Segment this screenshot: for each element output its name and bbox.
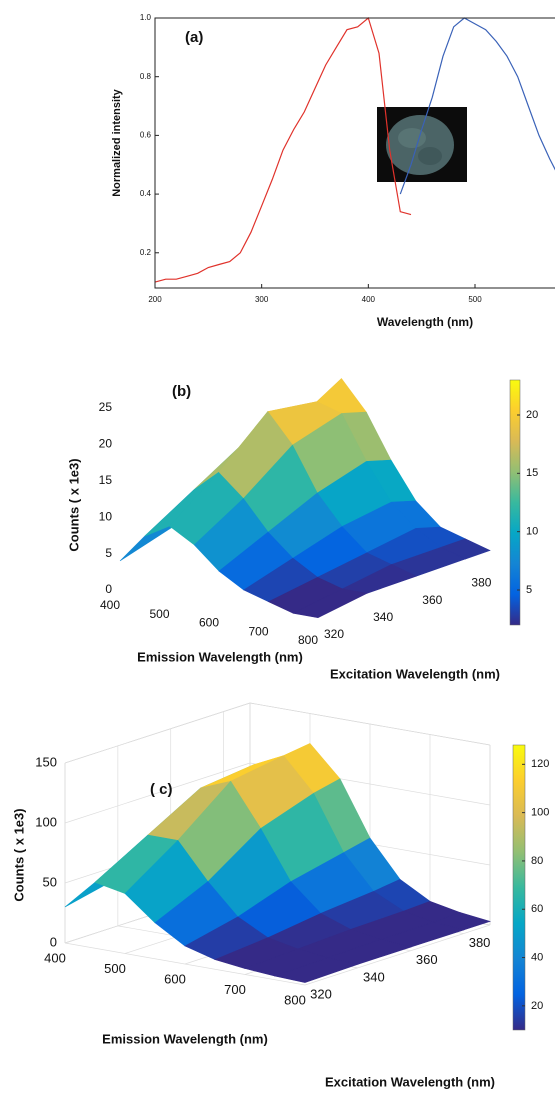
chart-title: ( c)	[150, 781, 173, 798]
grid-line	[304, 924, 491, 986]
colorbar-tick-label: 60	[531, 903, 543, 915]
x-axis-label: Emission Wavelength (nm)	[102, 1031, 268, 1046]
x-tick-label: 700	[224, 982, 246, 997]
x-tick-label: 500	[104, 961, 126, 976]
z-tick-label: 150	[35, 754, 57, 769]
z-axis-label: Counts ( x 1e3)	[11, 808, 26, 901]
colorbar-tick-label: 100	[531, 807, 549, 819]
surface-cell	[273, 957, 360, 983]
y-axis-label: Excitation Wavelength (nm)	[325, 1074, 495, 1089]
x-tick-label: 400	[44, 950, 66, 965]
z-tick-label: 20	[99, 437, 113, 451]
z-axis-label: Counts ( x 1e3)	[66, 458, 81, 551]
z-tick-label: 15	[99, 473, 113, 487]
y-tick-label: 380	[469, 935, 491, 950]
chart-title: (a)	[185, 29, 203, 46]
y-axis-label: Normalized intensity	[111, 88, 123, 196]
y-tick-label: 340	[363, 969, 385, 984]
chart-title: (b)	[172, 383, 191, 400]
series-line	[154, 16, 412, 283]
y-tick-label: 360	[416, 952, 438, 967]
x-tick-label: 700	[248, 624, 268, 638]
colorbar	[512, 744, 526, 1031]
x-axis-label: Emission Wavelength (nm)	[137, 649, 303, 664]
colorbar	[509, 379, 521, 626]
x-tick-label: 300	[255, 295, 269, 304]
colorbar-tick-label: 20	[531, 1000, 543, 1012]
colorbar-tick-label: 5	[526, 584, 532, 596]
z-tick-label: 50	[43, 874, 57, 889]
x-tick-label: 800	[284, 992, 306, 1007]
colorbar-tick-label: 40	[531, 951, 543, 963]
y-axis-label: Excitation Wavelength (nm)	[330, 666, 500, 681]
x-tick-label: 400	[362, 295, 376, 304]
grid-line	[64, 762, 251, 824]
colorbar-tick-label: 80	[531, 855, 543, 867]
colorbar-tick-label: 20	[526, 409, 538, 421]
x-tick-label: 500	[468, 295, 482, 304]
series-line	[399, 17, 555, 195]
x-tick-label: 800	[298, 633, 318, 647]
y-tick-label: 0.4	[140, 189, 152, 198]
grid-line	[64, 942, 306, 986]
plot-frame	[154, 17, 555, 289]
colorbar-tick-label: 120	[531, 758, 549, 770]
x-tick-label: 200	[148, 295, 162, 304]
y-tick-label: 0.8	[140, 72, 152, 81]
grid-line	[64, 702, 251, 764]
z-tick-label: 10	[99, 509, 113, 523]
y-tick-label: 1.0	[140, 13, 152, 22]
y-tick-label: 0.6	[140, 131, 152, 140]
surface-cell	[292, 588, 369, 619]
y-tick-label: 320	[324, 627, 344, 641]
z-tick-label: 0	[50, 934, 57, 949]
y-tick-label: 340	[373, 610, 393, 624]
z-tick-label: 5	[105, 546, 112, 560]
y-tick-label: 380	[471, 576, 491, 590]
z-tick-label: 25	[99, 400, 113, 414]
y-tick-label: 360	[422, 593, 442, 607]
x-tick-label: 500	[149, 607, 169, 621]
y-tick-label: 0.2	[140, 248, 152, 257]
x-tick-label: 600	[199, 616, 219, 630]
x-tick-label: 400	[100, 598, 120, 612]
colorbar-tick-label: 15	[526, 467, 538, 479]
y-tick-label: 320	[310, 986, 332, 1001]
colorbar-tick-label: 10	[526, 526, 538, 538]
x-tick-label: 600	[164, 971, 186, 986]
z-tick-label: 0	[105, 582, 112, 596]
z-tick-label: 100	[35, 814, 57, 829]
inset-photo	[377, 107, 467, 182]
x-axis-label: Wavelength (nm)	[377, 315, 473, 329]
